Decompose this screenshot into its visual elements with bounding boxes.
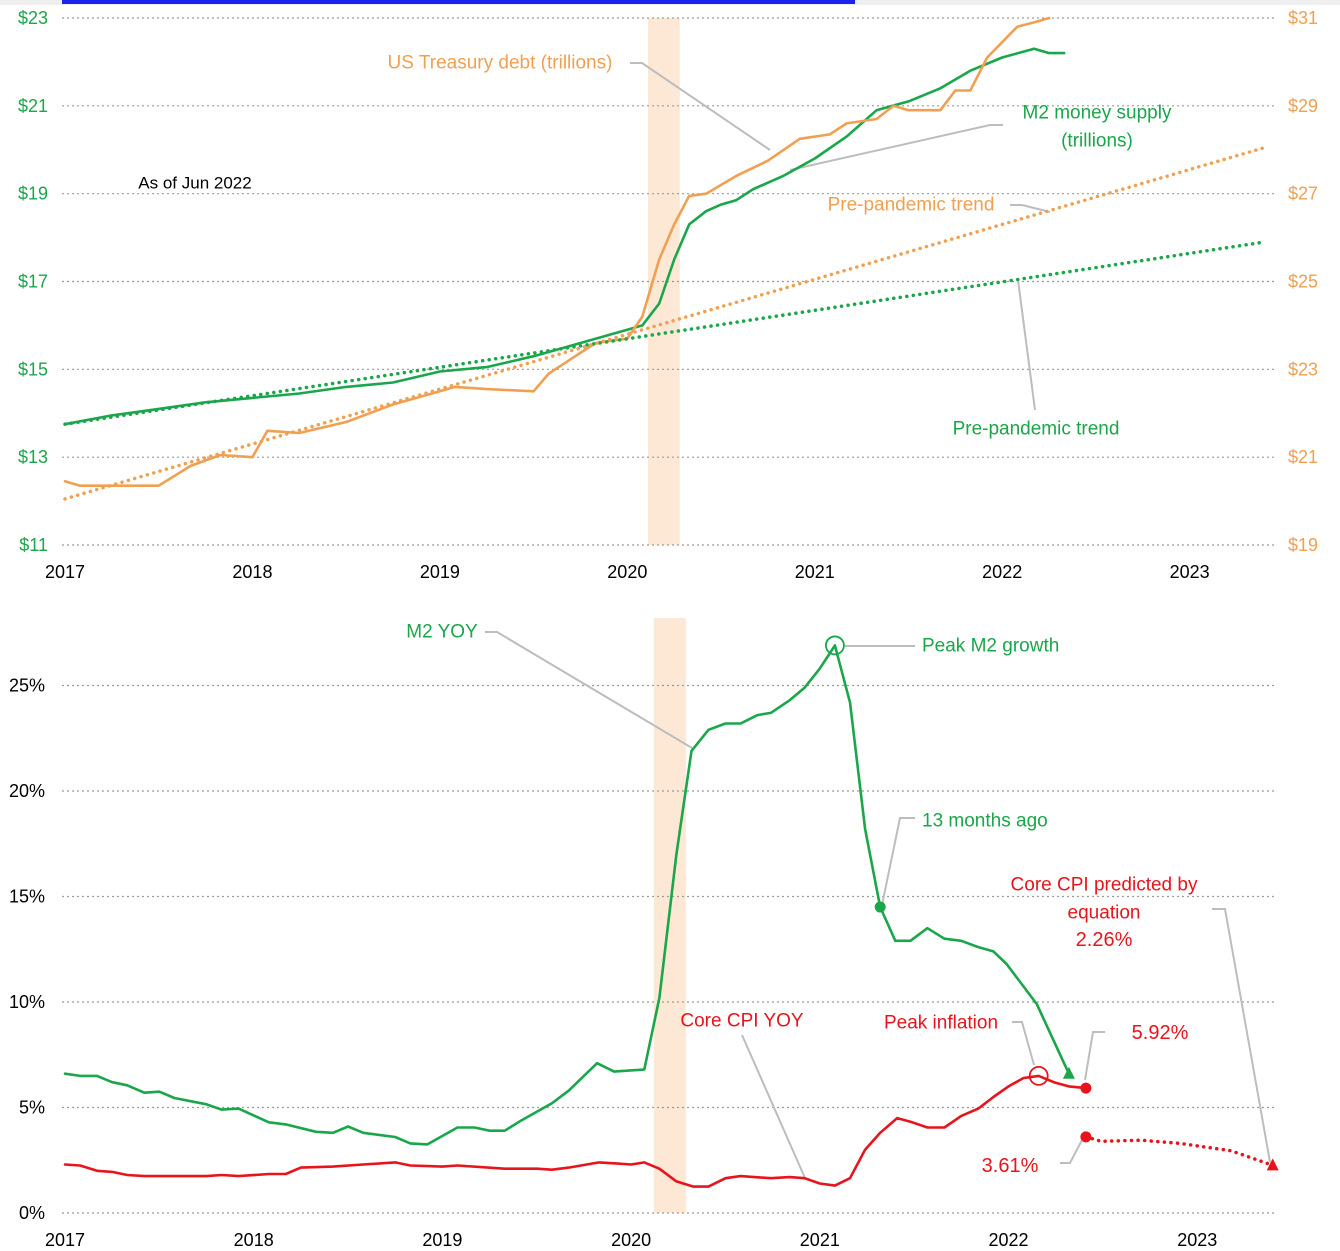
trend-line: [63, 145, 1267, 501]
leader-line: [1084, 1031, 1105, 1081]
x-tick-label: 2022: [989, 1230, 1029, 1250]
y-tick-label: $13: [18, 447, 48, 467]
annotation: Pre-pandemic trend: [953, 419, 1120, 440]
y-tick-label: $19: [18, 184, 48, 204]
y-tick-label: 25%: [9, 676, 45, 696]
annotation: Core CPI predicted by: [1011, 875, 1198, 896]
end-marker: [1062, 1066, 1075, 1079]
peak-marker: [825, 635, 845, 656]
y2-tick-label: $23: [1288, 359, 1318, 379]
end-marker: [1266, 1158, 1279, 1171]
x-tick-label: 2019: [422, 1230, 462, 1250]
y-tick-label: $23: [18, 8, 48, 28]
x-tick-label: 2023: [1170, 562, 1210, 582]
leader-line: [1212, 908, 1271, 1163]
x-tick-label: 2019: [420, 562, 460, 582]
x-tick-label: 2017: [45, 1230, 85, 1250]
peak-marker: [1028, 1065, 1049, 1086]
x-tick-label: 2021: [795, 562, 835, 582]
trend-line: [63, 240, 1267, 426]
x-tick-label: 2021: [800, 1230, 840, 1250]
leader-line: [1012, 1021, 1035, 1066]
y-tick-label: $11: [19, 535, 48, 555]
point-marker: [874, 901, 886, 913]
annotation: 13 months ago: [922, 811, 1048, 832]
series-line: [63, 47, 1066, 426]
x-tick-label: 2018: [232, 562, 272, 582]
y-tick-label: 0%: [19, 1203, 45, 1223]
point-marker: [1080, 1131, 1092, 1143]
x-tick-label: 2018: [234, 1230, 274, 1250]
value-label: 5.92%: [1132, 1022, 1189, 1044]
leader-line: [485, 631, 693, 749]
point-marker: [1080, 1082, 1092, 1094]
y2-tick-label: $29: [1288, 96, 1318, 116]
y-tick-label: $17: [18, 272, 48, 292]
series-line: [63, 644, 1071, 1146]
leader-line: [1010, 204, 1051, 213]
annotation: M2 money supply: [1023, 103, 1172, 124]
annotation: equation: [1068, 903, 1141, 924]
annotation: (trillions): [1061, 131, 1133, 152]
annotation: Pre-pandemic trend: [828, 195, 995, 216]
series-line: [63, 16, 1051, 487]
series-line: [63, 1074, 1088, 1188]
x-tick-label: 2022: [982, 562, 1022, 582]
annotation: Peak inflation: [884, 1013, 998, 1034]
leader-line: [1060, 1139, 1083, 1164]
y-tick-label: 20%: [9, 781, 45, 801]
y2-tick-label: $21: [1288, 447, 1318, 467]
y2-tick-label: $31: [1288, 8, 1318, 28]
x-tick-label: 2020: [607, 562, 647, 582]
x-tick-label: 2017: [45, 562, 85, 582]
annotation: Core CPI YOY: [680, 1011, 804, 1032]
y-tick-label: $21: [18, 96, 48, 116]
leader-line: [741, 1034, 806, 1179]
annotation: M2 YOY: [406, 622, 478, 643]
value-label: 2.26%: [1076, 929, 1133, 951]
leader-line: [789, 124, 1003, 171]
leader-line: [881, 817, 915, 906]
trend-line: [1084, 1135, 1275, 1168]
leader-line: [1017, 279, 1036, 411]
y-tick-label: 10%: [9, 992, 45, 1012]
y2-tick-label: $25: [1288, 272, 1318, 292]
x-tick-label: 2023: [1177, 1230, 1217, 1250]
scroll-bar: [62, 0, 855, 4]
y2-tick-label: $19: [1288, 535, 1318, 555]
x-tick-label: 2020: [611, 1230, 651, 1250]
y2-tick-label: $27: [1288, 184, 1318, 204]
annotation: US Treasury debt (trillions): [388, 53, 613, 74]
leader-line: [630, 62, 771, 151]
value-label: 3.61%: [982, 1155, 1039, 1177]
y-tick-label: 5%: [19, 1098, 45, 1118]
annotation: Peak M2 growth: [922, 636, 1059, 657]
y-tick-label: $15: [18, 359, 48, 379]
annotation: As of Jun 2022: [138, 174, 251, 193]
y-tick-label: 15%: [9, 887, 45, 907]
